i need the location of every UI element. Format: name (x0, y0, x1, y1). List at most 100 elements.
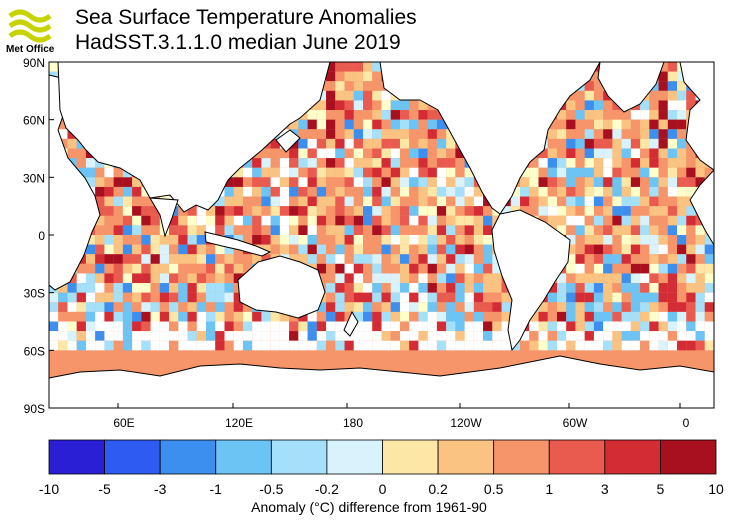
anomaly-cell (593, 263, 604, 274)
anomaly-cell (520, 177, 530, 187)
anomaly-cell (206, 273, 216, 284)
anomaly-cell (584, 177, 594, 187)
anomaly-cell (695, 244, 705, 255)
anomaly-cell (363, 215, 373, 226)
anomaly-cell (621, 148, 631, 159)
anomaly-cell (409, 235, 419, 245)
anomaly-cell (307, 110, 317, 120)
anomaly-cell (667, 263, 678, 274)
colorbar-swatch (215, 439, 272, 475)
anomaly-cell (261, 158, 271, 168)
anomaly-cell (178, 254, 188, 264)
logo-text: Met Office (6, 44, 55, 55)
anomaly-cell (566, 196, 576, 207)
anomaly-cell (547, 311, 557, 322)
anomaly-cell (427, 302, 437, 312)
anomaly-cell (603, 340, 613, 351)
anomaly-cell (612, 119, 622, 130)
anomaly-cell (298, 340, 308, 351)
anomaly-cell (132, 311, 142, 322)
anomaly-cell (279, 196, 290, 207)
anomaly-cell (593, 215, 604, 226)
anomaly-cell (289, 177, 299, 187)
anomaly-cell (686, 263, 696, 274)
anomaly-cell (390, 110, 400, 120)
anomaly-cell (104, 196, 114, 207)
anomaly-cell (575, 340, 585, 351)
colorbar-swatch (493, 439, 550, 475)
anomaly-cell (630, 331, 641, 341)
anomaly-cell (566, 158, 576, 168)
anomaly-cell (649, 186, 659, 197)
anomaly-cell (326, 90, 336, 101)
anomaly-cell (473, 292, 484, 303)
anomaly-cell (630, 138, 641, 149)
anomaly-cell (556, 273, 567, 284)
anomaly-cell (399, 100, 410, 111)
anomaly-cell (603, 148, 613, 159)
anomaly-cell (326, 148, 336, 159)
anomaly-cell (335, 254, 345, 264)
anomaly-cell (224, 196, 234, 207)
anomaly-cell (409, 283, 419, 293)
anomaly-cell (381, 283, 391, 293)
anomaly-cell (409, 331, 419, 341)
anomaly-cell (261, 186, 271, 197)
anomaly-cell (409, 302, 419, 312)
anomaly-cell (132, 273, 142, 284)
anomaly-cell (150, 331, 160, 341)
anomaly-cell (630, 273, 641, 284)
anomaly-cell (621, 340, 631, 351)
anomaly-cell (252, 186, 262, 197)
colorbar-swatch (382, 439, 439, 475)
anomaly-cell (704, 292, 714, 303)
anomaly-cell (353, 321, 364, 332)
anomaly-cell (492, 331, 502, 341)
anomaly-cell (473, 340, 484, 351)
anomaly-cell (556, 196, 567, 207)
anomaly-cell (335, 62, 345, 72)
anomaly-cell (344, 311, 354, 322)
anomaly-cell (381, 186, 391, 197)
anomaly-cell (381, 263, 391, 274)
anomaly-cell (224, 186, 234, 197)
anomaly-cell (58, 340, 68, 351)
anomaly-cell (704, 254, 714, 264)
anomaly-cell (658, 215, 668, 226)
anomaly-cell (353, 196, 364, 207)
anomaly-cell (667, 110, 678, 120)
anomaly-cell (252, 235, 262, 245)
anomaly-cell (49, 340, 59, 351)
anomaly-cell (621, 119, 631, 130)
anomaly-cell (363, 119, 373, 130)
anomaly-cell (381, 340, 391, 351)
anomaly-cell (409, 311, 419, 322)
anomaly-cell (353, 138, 364, 149)
anomaly-cell (289, 215, 299, 226)
anomaly-cell (418, 100, 428, 111)
anomaly-cell (85, 263, 96, 274)
anomaly-cell (603, 321, 613, 332)
anomaly-cell (640, 215, 650, 226)
anomaly-cell (547, 119, 557, 130)
anomaly-cell (612, 129, 622, 139)
anomaly-cell (418, 206, 428, 216)
anomaly-cell (593, 196, 604, 207)
anomaly-cell (658, 292, 668, 303)
anomaly-cell (538, 148, 548, 159)
anomaly-cell (640, 244, 650, 255)
anomaly-cell (49, 292, 59, 303)
anomaly-cell (677, 263, 687, 274)
anomaly-cell (584, 273, 594, 284)
anomaly-cell (520, 167, 530, 178)
anomaly-cell (187, 292, 197, 303)
anomaly-cell (483, 331, 493, 341)
anomaly-cell (224, 273, 234, 284)
anomaly-cell (390, 119, 400, 130)
anomaly-cell (501, 321, 511, 332)
anomaly-cell (372, 177, 382, 187)
anomaly-cell (67, 331, 77, 341)
anomaly-cell (464, 263, 474, 274)
anomaly-cell (603, 186, 613, 197)
anomaly-cell (612, 186, 622, 197)
